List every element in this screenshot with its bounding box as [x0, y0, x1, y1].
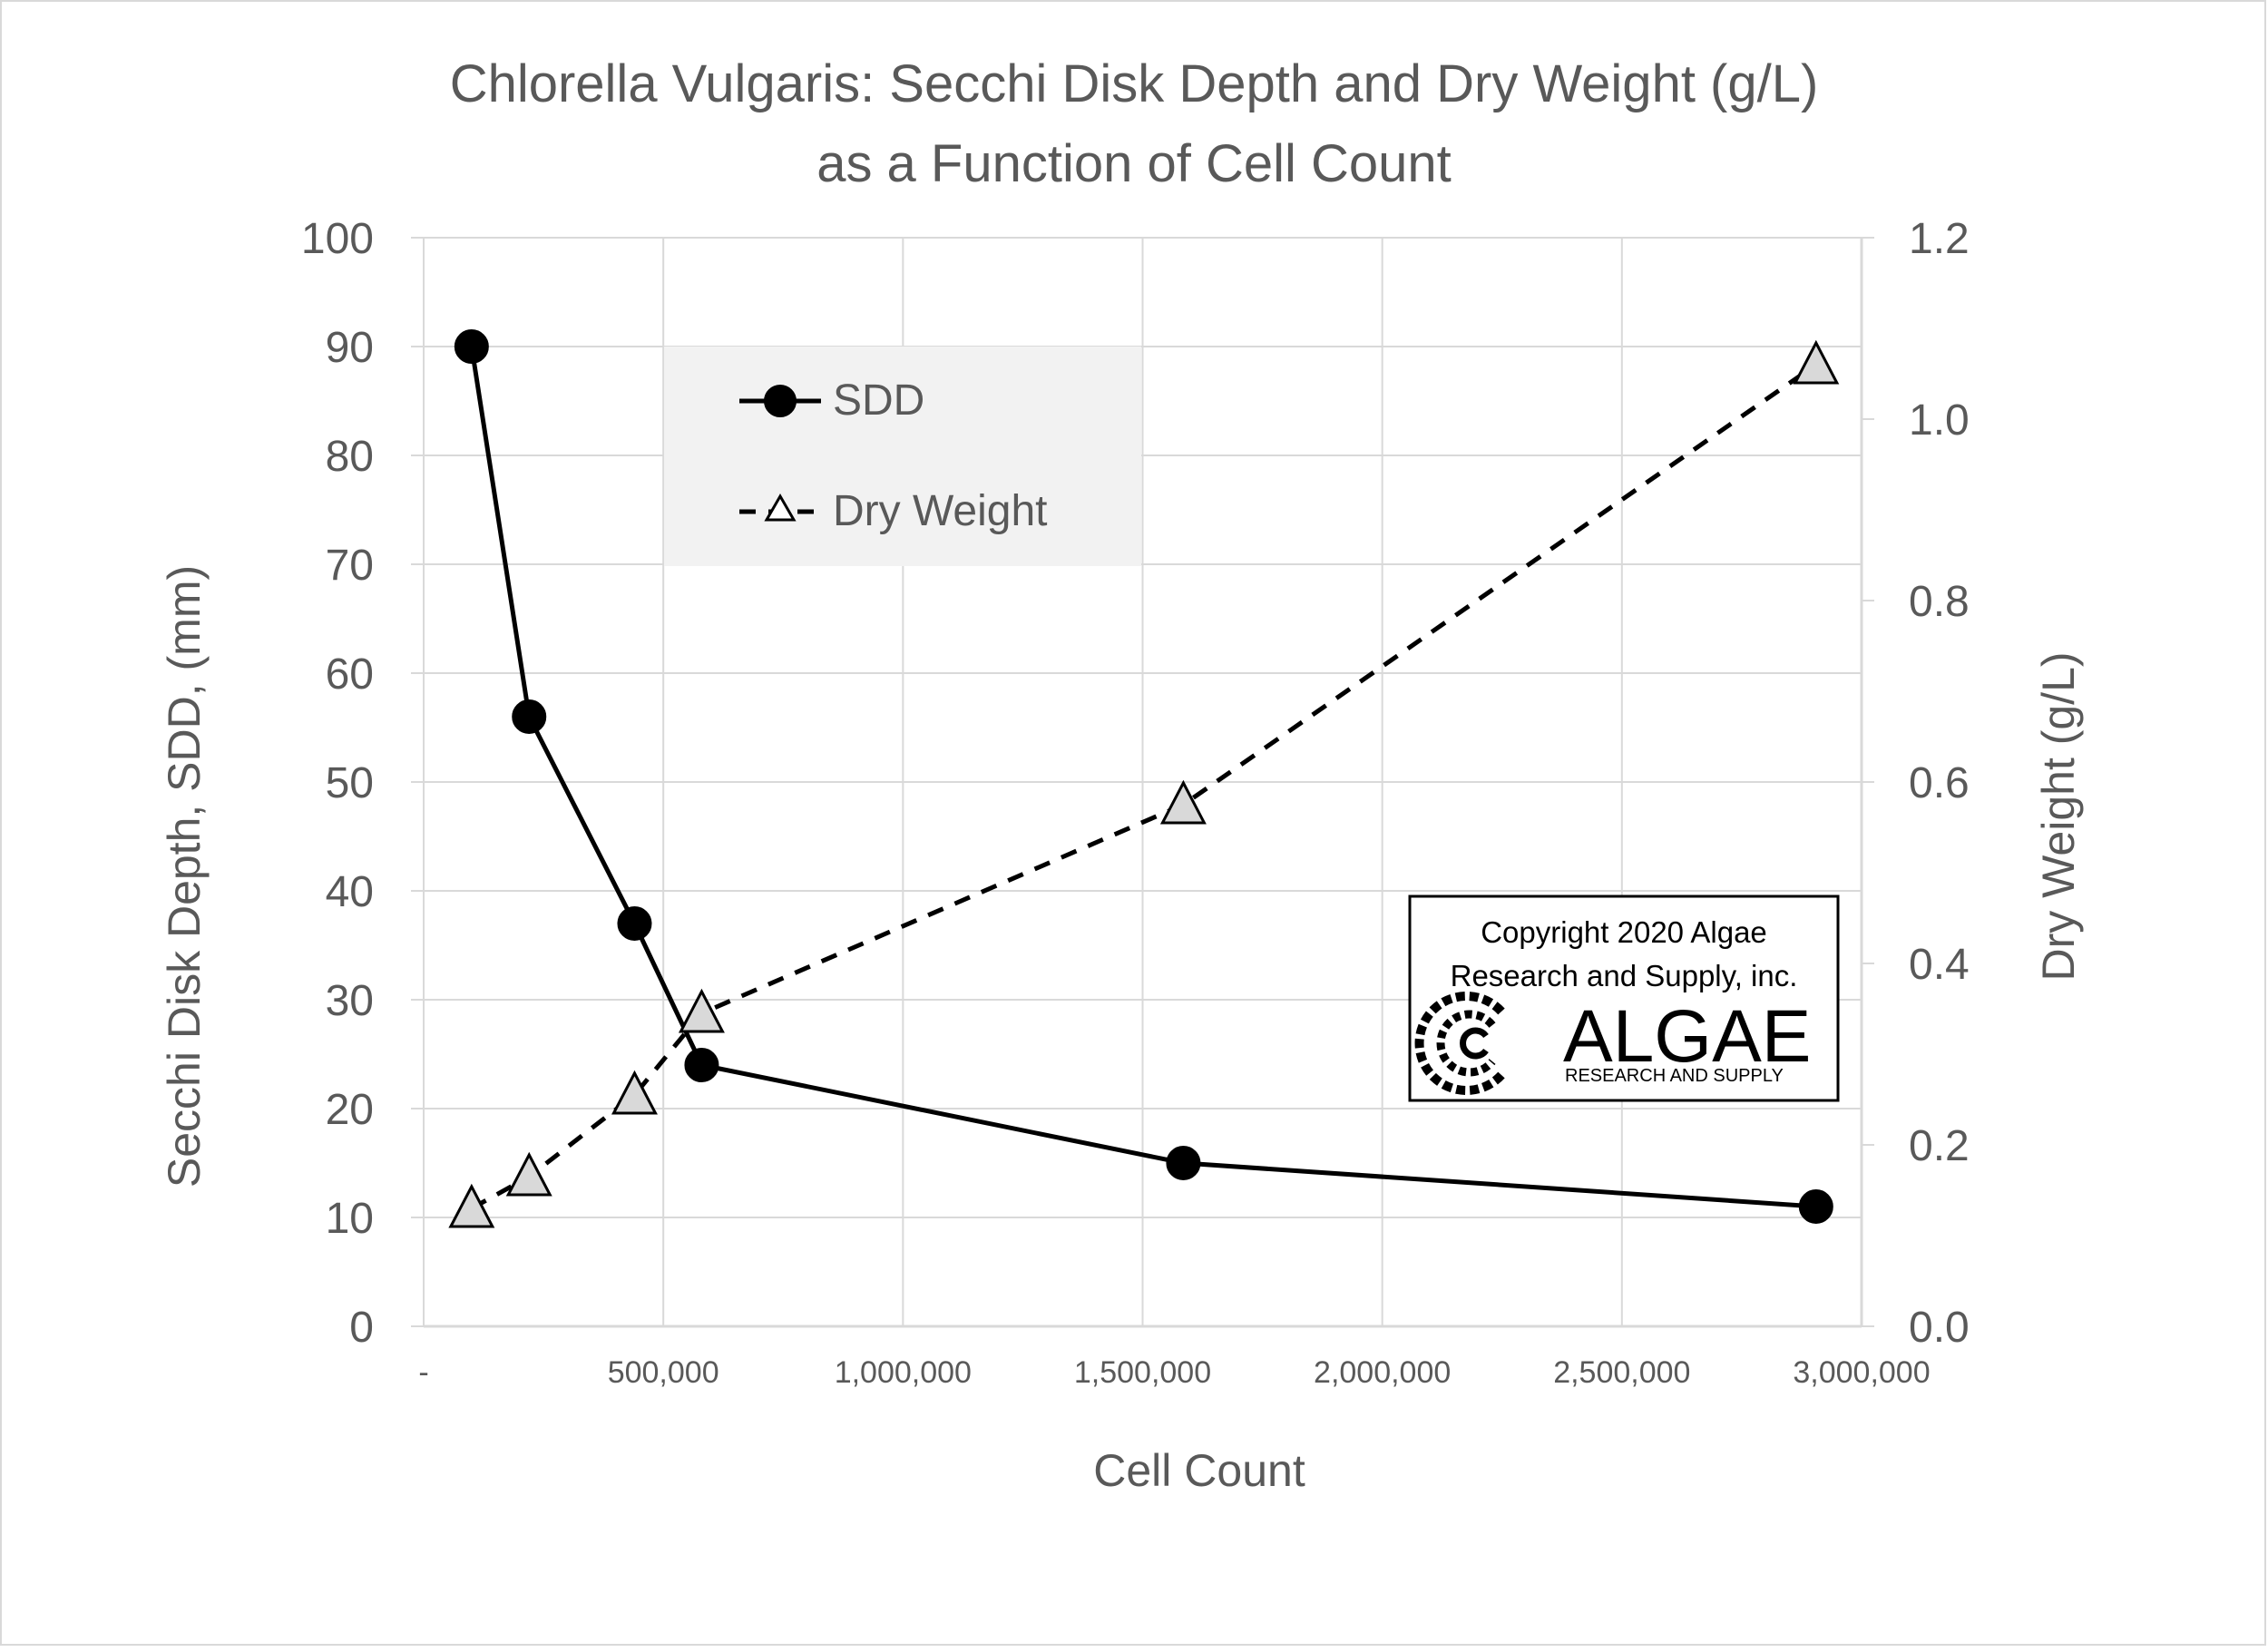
x-axis-label: Cell Count: [1093, 1445, 1305, 1496]
legend-dryweight-label: Dry Weight: [833, 487, 1048, 535]
y-left-tick-label: 90: [326, 324, 374, 372]
copyright-watermark: Copyright 2020 Algae Research and Supply…: [1408, 894, 1840, 1102]
y-axis-right-label: Dry Weight (g/L): [2033, 651, 2084, 981]
y-right-tick-label: 0.2: [1909, 1122, 1970, 1170]
data-point-dry-weight: [1793, 339, 1840, 385]
data-point-dry-weight: [678, 988, 725, 1033]
chart-title-line1: Chlorella Vulgaris: Secchi Disk Depth an…: [450, 54, 1819, 113]
legend-dryweight-marker: [764, 493, 797, 522]
y-right-tick-label: 0.4: [1909, 941, 1970, 989]
series-line-sdd: [469, 346, 1816, 1209]
legend-background: [664, 347, 1141, 566]
x-tick-label: 1,500,000: [1074, 1355, 1211, 1390]
watermark-line1: Copyright 2020 Algae: [1481, 915, 1767, 949]
data-point-dry-weight: [1159, 779, 1207, 825]
legend: SDD Dry Weight: [664, 347, 1141, 566]
x-tick-label: 2,000,000: [1314, 1355, 1451, 1390]
y-left-tick-label: 100: [301, 215, 374, 263]
y-right-tick-label: 0.6: [1909, 759, 1970, 807]
data-point-dry-weight: [505, 1151, 552, 1197]
x-tick-label: 500,000: [608, 1355, 719, 1390]
y-left-tick-label: 20: [326, 1086, 374, 1134]
watermark-line2: Research and Supply, inc.: [1451, 959, 1798, 992]
data-point-dry-weight: [448, 1183, 495, 1228]
data-point-sdd: [454, 329, 489, 364]
y-left-tick-label: 80: [326, 433, 374, 481]
y-left-tick-label: 70: [326, 542, 374, 590]
y-left-tick-label: 0: [349, 1304, 374, 1352]
y-left-tick-label: 30: [326, 977, 374, 1025]
y-right-tick-label: 0.0: [1909, 1304, 1970, 1352]
legend-sdd-label: SDD: [833, 376, 924, 425]
axes: 0 10 20 30 40 50 60 70 80 90 100 0.0 0.2 0.4 0.6 0.8 1.0…: [301, 215, 1970, 1390]
data-point-sdd: [1798, 1189, 1833, 1224]
y-axis-left-label: Secchi Disk Depth, SDD, (mm): [159, 565, 210, 1188]
x-tick-label: 1,000,000: [835, 1355, 972, 1390]
data-point-dry-weight: [611, 1070, 658, 1115]
x-tick-label: 2,500,000: [1553, 1355, 1690, 1390]
y-right-tick-label: 1.2: [1909, 215, 1970, 263]
x-tick-label: 3,000,000: [1793, 1355, 1930, 1390]
legend-sdd-marker: [764, 385, 797, 417]
y-left-tick-label: 50: [326, 759, 374, 807]
series-line-dry-weight: [470, 362, 1818, 1211]
y-left-tick-label: 60: [326, 650, 374, 699]
data-point-sdd: [512, 699, 547, 734]
data-point-sdd: [684, 1048, 719, 1082]
series: [448, 329, 1840, 1228]
x-tick-label: -: [418, 1355, 428, 1390]
chart-title-line2: as a Function of Cell Count: [816, 134, 1452, 193]
y-right-tick-label: 0.8: [1909, 578, 1970, 626]
y-right-tick-label: 1.0: [1909, 396, 1970, 445]
data-point-sdd: [617, 906, 652, 941]
data-point-sdd: [1166, 1146, 1201, 1180]
algae-logo-icon: [1414, 992, 1505, 1095]
y-left-tick-label: 40: [326, 868, 374, 916]
gridlines: [423, 237, 1862, 1326]
watermark-logo-sub: RESEARCH AND SUPPLY: [1565, 1066, 1784, 1086]
watermark-logo-word: ALGAE: [1563, 995, 1811, 1078]
y-left-tick-label: 10: [326, 1195, 374, 1243]
